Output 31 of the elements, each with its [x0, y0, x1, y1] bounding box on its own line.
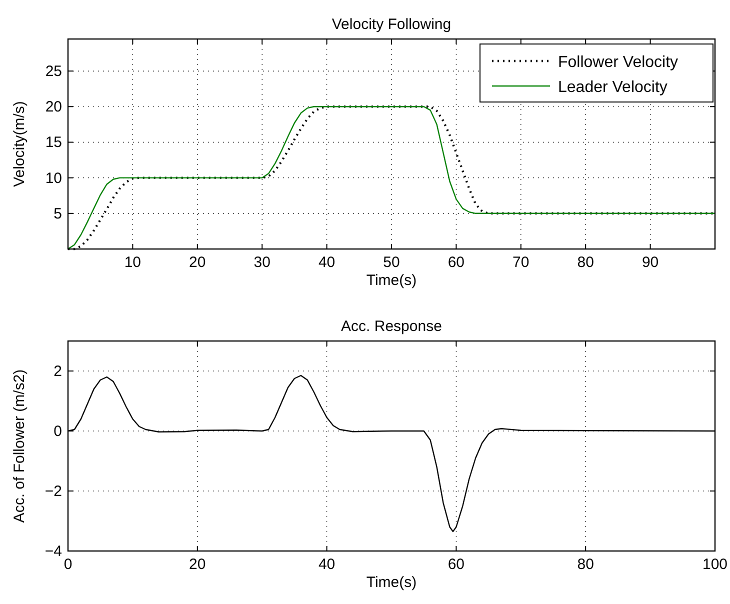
chart-title: Acc. Response: [341, 318, 442, 335]
y-tick-label: 10: [45, 170, 62, 187]
x-tick-label: 80: [577, 254, 594, 271]
y-tick-label: 5: [54, 205, 62, 222]
x-tick-label: 20: [189, 556, 206, 573]
y-tick-label: −2: [44, 483, 62, 500]
y-tick-label: 15: [45, 134, 62, 152]
x-tick-label: 40: [318, 556, 336, 573]
x-tick-label: 40: [318, 254, 336, 271]
x-axis-title: Time(s): [366, 574, 417, 591]
x-tick-label: 80: [577, 556, 594, 573]
x-tick-label: 20: [189, 254, 206, 271]
y-axis-title: Velocity(m/s): [11, 101, 28, 187]
x-tick-label: 30: [254, 254, 270, 271]
y-tick-label: 2: [54, 363, 62, 380]
y-axis-title: Acc. of Follower (m/s2): [11, 369, 28, 523]
x-axis-title: Time(s): [366, 272, 417, 289]
chart-title: Velocity Following: [332, 16, 452, 33]
legend-label: Leader Velocity: [558, 79, 668, 96]
x-tick-label: 10: [124, 254, 142, 271]
y-tick-label: −4: [44, 543, 62, 560]
x-tick-label: 60: [448, 254, 465, 271]
y-tick-label: 25: [45, 63, 62, 80]
x-tick-label: 100: [702, 556, 728, 573]
x-tick-label: 60: [448, 556, 465, 573]
y-tick-label: 20: [45, 98, 62, 116]
y-tick-label: 0: [54, 423, 62, 440]
legend-label: Follower Velocity: [558, 54, 678, 71]
x-tick-label: 70: [512, 254, 530, 271]
x-tick-label: 50: [383, 254, 400, 271]
x-tick-label: 90: [642, 254, 659, 271]
